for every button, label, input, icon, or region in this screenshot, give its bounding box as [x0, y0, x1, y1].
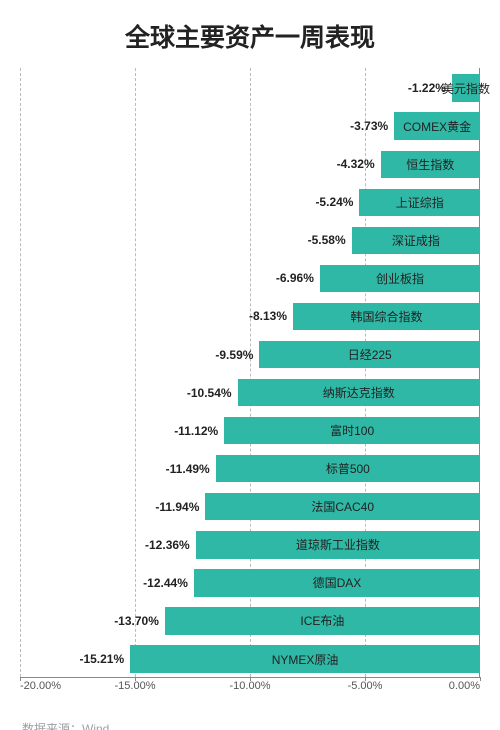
bar: 美元指数	[452, 74, 480, 101]
bar-row: 德国DAX -12.44%	[20, 569, 480, 596]
bar: 法国CAC40	[205, 493, 480, 520]
bar-value-label: -8.13%	[20, 303, 293, 330]
bar-category-label: 韩国综合指数	[346, 308, 426, 325]
bar-value-label: -1.22%	[20, 74, 452, 101]
bar-category-label: NYMEX原油	[268, 651, 343, 668]
bar-category-label: 德国DAX	[309, 574, 366, 591]
bar-row: 道琼斯工业指数 -12.36%	[20, 531, 480, 558]
x-axis-ticks: -20.00% -15.00% -10.00% -5.00% 0.00%	[20, 678, 480, 698]
bar-category-label: 道琼斯工业指数	[292, 536, 384, 553]
bar: 上证综指	[359, 189, 480, 216]
x-tick-label: -15.00%	[115, 680, 156, 692]
plot-area: 美元指数-1.22% COMEX黄金 -3.73% 恒生指数 -4.32% 上证综指 -5.…	[20, 68, 480, 678]
bar-row: COMEX黄金 -3.73%	[20, 112, 480, 139]
bar-value-label: -12.36%	[20, 531, 196, 558]
bar-row: 法国CAC40 -11.94%	[20, 493, 480, 520]
bar-row: NYMEX原油 -15.21%	[20, 645, 480, 672]
bar-row: 美元指数-1.22%	[20, 74, 480, 101]
bar-value-label: -13.70%	[20, 607, 165, 634]
bar-value-label: -11.12%	[20, 417, 224, 444]
bar-category-label: 法国CAC40	[307, 498, 378, 515]
x-tick-label: 0.00%	[449, 680, 480, 692]
bar-value-label: -6.96%	[20, 265, 320, 292]
bar: 纳斯达克指数	[238, 379, 480, 406]
bar: ICE布油	[165, 607, 480, 634]
bar: 深证成指	[352, 227, 480, 254]
bar-value-label: -5.24%	[20, 189, 359, 216]
bar: 富时100	[224, 417, 480, 444]
bar-row: 日经225 -9.59%	[20, 341, 480, 368]
bar-row: 纳斯达克指数 -10.54%	[20, 379, 480, 406]
x-tick-label: -5.00%	[348, 680, 383, 692]
bar-value-label: -12.44%	[20, 569, 194, 596]
bar-row: 深证成指 -5.58%	[20, 227, 480, 254]
bar-category-label: 富时100	[326, 422, 378, 439]
bar-category-label: 日经225	[344, 346, 396, 363]
bar-value-label: -3.73%	[20, 112, 394, 139]
bar-value-label: -11.94%	[20, 493, 205, 520]
bar: 道琼斯工业指数	[196, 531, 480, 558]
bar-value-label: -15.21%	[20, 645, 130, 672]
bar: 德国DAX	[194, 569, 480, 596]
chart-title: 全球主要资产一周表现	[20, 18, 480, 54]
bar: 创业板指	[320, 265, 480, 292]
bar-row: 韩国综合指数 -8.13%	[20, 303, 480, 330]
bar-category-label: 创业板指	[372, 270, 428, 287]
bar: 标普500	[216, 455, 480, 482]
bar-row: 富时100 -11.12%	[20, 417, 480, 444]
data-source-label: 数据来源：Wind	[22, 720, 480, 730]
x-tick-label: -10.00%	[230, 680, 271, 692]
bar: 日经225	[259, 341, 480, 368]
bar: 恒生指数	[381, 151, 480, 178]
bar-row: ICE布油 -13.70%	[20, 607, 480, 634]
chart-container: 全球主要资产一周表现 美元指数-1.22% COMEX黄金 -3.73% 恒生指数 -4…	[0, 0, 500, 730]
x-tick-mark	[480, 677, 481, 681]
bar: COMEX黄金	[394, 112, 480, 139]
bar: 韩国综合指数	[293, 303, 480, 330]
bar-row: 创业板指 -6.96%	[20, 265, 480, 292]
bar-category-label: 纳斯达克指数	[319, 384, 399, 401]
bar: NYMEX原油	[130, 645, 480, 672]
bar-row: 标普500 -11.49%	[20, 455, 480, 482]
bar-value-label: -11.49%	[20, 455, 216, 482]
bar-value-label: -10.54%	[20, 379, 238, 406]
bar-category-label: ICE布油	[296, 612, 348, 629]
bar-row: 上证综指 -5.24%	[20, 189, 480, 216]
bar-value-label: -4.32%	[20, 151, 381, 178]
bar-category-label: 标普500	[322, 460, 374, 477]
bar-category-label: COMEX黄金	[399, 118, 475, 135]
bar-category-label: 深证成指	[388, 232, 444, 249]
bar-value-label: -9.59%	[20, 341, 259, 368]
bar-category-label: 恒生指数	[402, 156, 458, 173]
bar-category-label: 上证综指	[392, 194, 448, 211]
bar-row: 恒生指数 -4.32%	[20, 151, 480, 178]
x-tick-label: -20.00%	[20, 680, 61, 692]
bar-value-label: -5.58%	[20, 227, 352, 254]
